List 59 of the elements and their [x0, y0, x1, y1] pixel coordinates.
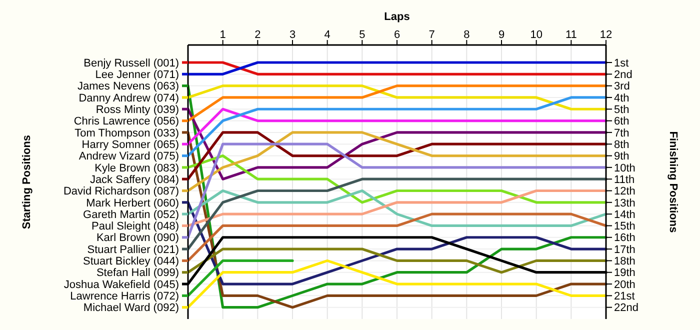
- x-tick-label: 8: [464, 29, 470, 41]
- legend-label: Danny Andrew (074): [78, 92, 179, 104]
- legend-label: Mark Herbert (060): [86, 197, 179, 210]
- legend-label: Michael Ward (092): [83, 302, 179, 314]
- text: Starting Positions: [21, 134, 33, 230]
- legend-label: Stuart Pallier (021): [87, 244, 179, 256]
- legend-label: Ross Minty (039): [96, 104, 179, 116]
- x-axis-title: Laps: [384, 11, 410, 23]
- y-tick-label: 16th: [614, 232, 636, 244]
- x-tick-label: 5: [359, 29, 366, 41]
- legend-label: Lee Jenner (071): [95, 69, 179, 81]
- x-tick-label: 3: [289, 29, 296, 41]
- y-tick-label: 7th: [614, 127, 630, 140]
- x-tick-label: 12: [600, 29, 612, 41]
- y-tick-label: 12th: [614, 186, 636, 198]
- legend-label: Harry Somner (065): [82, 138, 179, 151]
- y-tick-label: 15th: [614, 220, 636, 233]
- legend-label: Benjy Russell (001): [84, 57, 179, 70]
- legend-label: Paul Sleight (048): [92, 220, 179, 233]
- y-tick-label: 18th: [614, 256, 636, 268]
- y-tick-label: 13th: [614, 197, 636, 210]
- x-tick-label: 4: [324, 29, 330, 41]
- y-tick-label: 1st: [614, 57, 629, 70]
- y-tick-label: 5th: [614, 104, 630, 116]
- x-tick-label: 9: [498, 29, 505, 41]
- x-tick-label: 11: [565, 29, 577, 41]
- x-tick-label: 10: [530, 29, 542, 41]
- x-tick-label: 7: [428, 29, 435, 41]
- y-tick-label: 4th: [614, 92, 630, 104]
- legend-label: Jack Saffery (084): [90, 174, 179, 186]
- legend-label: Tom Thompson (033): [74, 127, 179, 140]
- x-tick-label: 2: [254, 29, 261, 41]
- y-tick-label: 8th: [614, 138, 630, 151]
- legend-label: Chris Lawrence (056): [74, 116, 179, 128]
- y-tick-label: 11th: [614, 174, 635, 186]
- y-axis-title: Finishing Positions: [667, 131, 679, 233]
- y-tick-label: 14th: [614, 208, 636, 221]
- legend-label: Andrew Vizard (075): [78, 150, 179, 163]
- y-tick-label: 21st: [614, 290, 635, 303]
- x-tick-label: 1: [220, 29, 226, 41]
- y-tick-label: 3rd: [614, 80, 630, 93]
- legend-label: Stefan Hall (099): [96, 267, 179, 280]
- legend-label: Kyle Brown (083): [94, 162, 179, 174]
- legend-label: Joshua Wakefield (045): [64, 278, 179, 291]
- y-tick-label: 19th: [614, 267, 636, 280]
- y-tick-label: 9th: [614, 150, 630, 163]
- y-tick-label: 17th: [614, 244, 636, 256]
- legend-label: David Richardson (087): [63, 186, 179, 198]
- legend-label: James Nevens (063): [78, 80, 179, 93]
- x-tick-label: 6: [394, 29, 400, 41]
- y-tick-label: 22nd: [614, 302, 638, 314]
- y-tick-label: 6th: [614, 116, 630, 128]
- y-tick-label: 2nd: [614, 69, 632, 81]
- legend-label: Lawrence Harris (072): [70, 290, 179, 303]
- y-tick-label: 10th: [614, 162, 636, 174]
- legend-label: Karl Brown (090): [96, 232, 179, 244]
- legend-label: Gareth Martin (052): [83, 208, 179, 221]
- legend-label: Stuart Bickley (044): [83, 256, 179, 268]
- y-tick-label: 20th: [614, 278, 636, 291]
